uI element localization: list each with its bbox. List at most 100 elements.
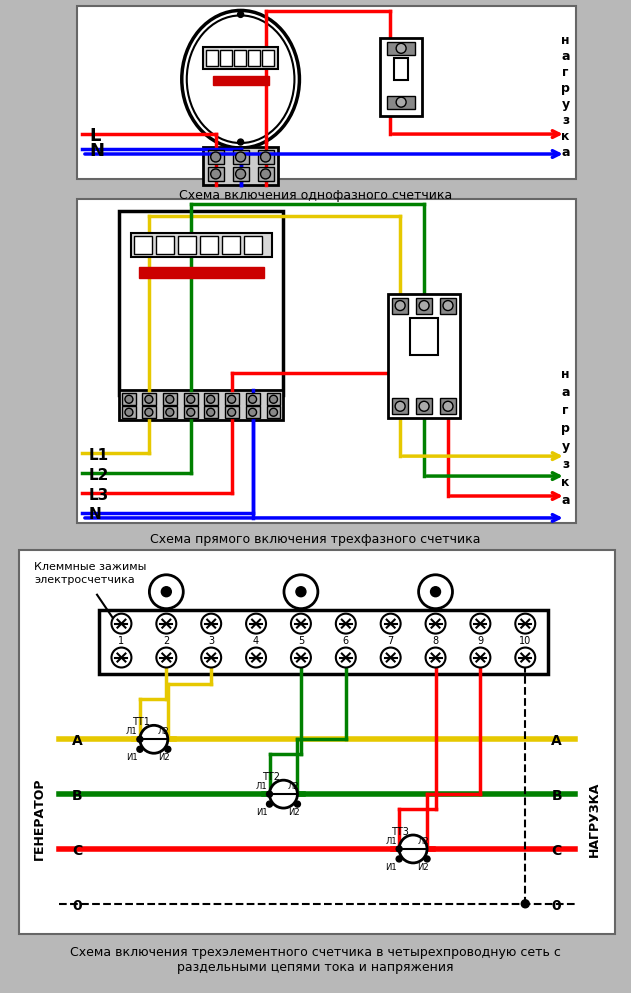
Text: 9: 9	[477, 636, 483, 645]
Circle shape	[156, 614, 176, 634]
Circle shape	[228, 395, 235, 403]
Bar	[206, 51, 218, 67]
Circle shape	[284, 575, 318, 609]
Text: И1: И1	[256, 808, 268, 817]
Circle shape	[112, 614, 131, 634]
Circle shape	[238, 12, 244, 18]
Text: Л2: Л2	[417, 837, 429, 846]
Bar	[163, 393, 177, 405]
Circle shape	[238, 139, 244, 145]
Bar	[388, 294, 460, 418]
Bar	[233, 150, 249, 164]
Text: C: C	[72, 844, 82, 858]
Circle shape	[395, 301, 405, 311]
Text: И1: И1	[126, 754, 138, 763]
Text: 7: 7	[387, 636, 394, 645]
Ellipse shape	[187, 16, 295, 143]
Circle shape	[112, 647, 131, 667]
Circle shape	[261, 169, 271, 179]
Text: N: N	[89, 142, 104, 160]
Circle shape	[246, 647, 266, 667]
Bar	[394, 59, 408, 80]
Text: н: н	[562, 35, 570, 48]
Bar	[119, 390, 283, 420]
Bar	[392, 398, 408, 414]
Bar	[380, 39, 422, 116]
Text: И2: И2	[288, 808, 299, 817]
Bar	[387, 43, 415, 56]
Circle shape	[269, 395, 278, 403]
Circle shape	[249, 408, 257, 416]
Text: 0: 0	[73, 899, 82, 913]
Text: Л1: Л1	[386, 837, 397, 846]
Circle shape	[396, 856, 402, 862]
Circle shape	[471, 647, 490, 667]
Text: A: A	[72, 734, 83, 749]
Text: L1: L1	[89, 448, 109, 463]
Circle shape	[396, 97, 406, 107]
Bar	[99, 610, 548, 674]
Circle shape	[137, 736, 143, 743]
Circle shape	[235, 152, 245, 162]
Circle shape	[336, 647, 356, 667]
Ellipse shape	[182, 11, 300, 148]
Circle shape	[187, 395, 195, 403]
Bar	[440, 298, 456, 314]
Text: Л2: Л2	[158, 727, 170, 737]
Text: Л2: Л2	[288, 782, 299, 791]
Bar	[266, 393, 281, 405]
Circle shape	[201, 614, 221, 634]
Text: р: р	[561, 422, 570, 435]
Bar	[440, 398, 456, 414]
Bar	[208, 150, 223, 164]
Bar	[257, 167, 273, 181]
Circle shape	[399, 835, 427, 863]
Text: электросчетчика: электросчетчика	[34, 575, 135, 585]
Bar	[142, 406, 156, 418]
Circle shape	[380, 614, 401, 634]
Bar	[204, 406, 218, 418]
Text: L2: L2	[89, 468, 109, 483]
Bar	[233, 51, 245, 67]
Bar	[410, 318, 438, 355]
Circle shape	[471, 614, 490, 634]
Circle shape	[296, 587, 306, 597]
Text: 8: 8	[432, 636, 439, 645]
Circle shape	[211, 169, 221, 179]
Circle shape	[165, 747, 171, 753]
Circle shape	[261, 152, 271, 162]
Bar	[77, 6, 575, 179]
Text: з: з	[562, 114, 569, 127]
Text: 5: 5	[298, 636, 304, 645]
Text: к: к	[562, 476, 570, 490]
Text: И1: И1	[386, 863, 397, 872]
Circle shape	[266, 791, 273, 797]
Text: у: у	[562, 440, 570, 453]
Text: з: з	[562, 458, 569, 471]
Circle shape	[430, 587, 440, 597]
Text: Схема включения трехэлементного счетчика в четырехпроводную сеть с: Схема включения трехэлементного счетчика…	[70, 945, 561, 958]
Text: 2: 2	[163, 636, 170, 645]
Bar	[416, 298, 432, 314]
Text: ГЕНЕРАТОР: ГЕНЕРАТОР	[33, 778, 45, 860]
Text: а: а	[562, 146, 570, 159]
Bar	[392, 298, 408, 314]
Bar	[139, 267, 264, 278]
Text: 6: 6	[343, 636, 349, 645]
Text: а: а	[562, 386, 570, 399]
Circle shape	[443, 301, 453, 311]
Circle shape	[211, 152, 221, 162]
Bar	[20, 550, 615, 933]
Circle shape	[187, 408, 195, 416]
Text: к: к	[562, 130, 570, 143]
Circle shape	[201, 647, 221, 667]
Bar	[122, 406, 136, 418]
Circle shape	[166, 408, 174, 416]
Text: N: N	[89, 507, 102, 522]
Text: р: р	[561, 82, 570, 95]
Text: а: а	[562, 494, 570, 507]
Bar	[77, 199, 575, 523]
Bar	[122, 393, 136, 405]
Bar	[204, 393, 218, 405]
Bar	[225, 406, 239, 418]
